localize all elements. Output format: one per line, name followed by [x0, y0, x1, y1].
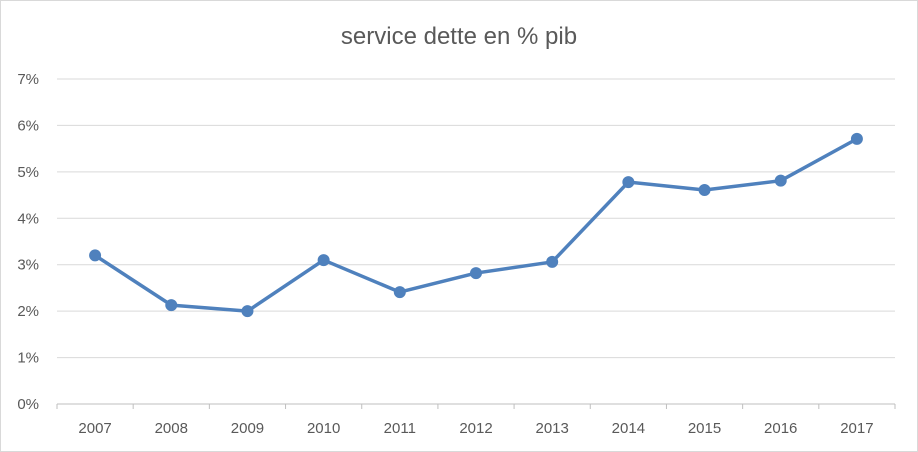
x-tick-label: 2015: [688, 420, 721, 437]
x-tick-label: 2012: [459, 420, 492, 437]
data-point: [165, 299, 178, 312]
x-tick-label: 2007: [78, 420, 111, 437]
data-point: [698, 183, 711, 196]
data-point: [622, 176, 635, 189]
data-point: [317, 254, 330, 267]
x-tick-label: 2017: [840, 420, 873, 437]
x-tick-label: 2014: [612, 420, 645, 437]
data-point: [850, 132, 863, 145]
x-tick-label: 2011: [384, 420, 416, 437]
chart-title: service dette en % pib: [340, 23, 578, 50]
y-tick-label: 3%: [17, 257, 39, 274]
x-tick-label: 2016: [764, 420, 797, 437]
series-line: [93, 137, 859, 313]
y-tick-label: 1%: [17, 350, 39, 367]
data-point: [546, 255, 559, 268]
y-tick-label: 4%: [17, 210, 39, 227]
y-tick-label: 0%: [17, 396, 39, 413]
y-tick-label: 6%: [17, 117, 39, 134]
data-point: [774, 174, 787, 187]
x-tick-label: 2013: [535, 420, 568, 437]
data-point: [470, 267, 482, 280]
data-point: [393, 286, 406, 299]
data-point: [241, 305, 254, 318]
y-tick-label: 2%: [17, 303, 39, 320]
x-tick-label: 2010: [307, 420, 340, 437]
data-point: [89, 249, 102, 262]
y-tick-label: 7%: [17, 71, 39, 88]
x-tick-label: 2008: [155, 420, 188, 437]
y-tick-label: 5%: [17, 164, 39, 181]
x-tick-label: 2009: [231, 420, 264, 437]
